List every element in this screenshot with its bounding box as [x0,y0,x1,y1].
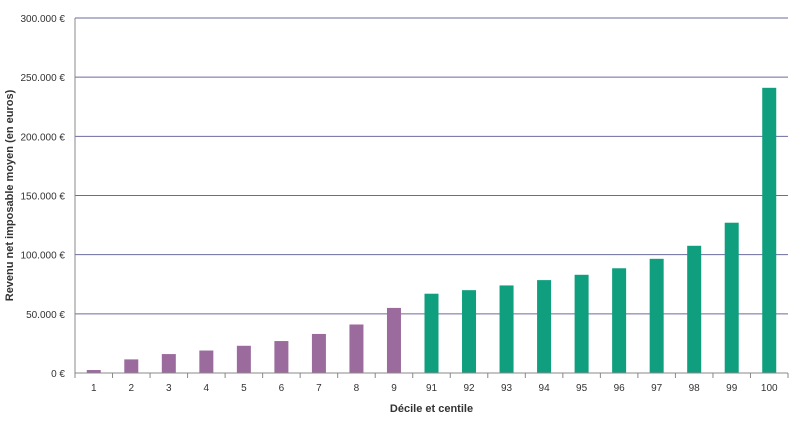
y-tick-label: 300.000 € [21,14,66,25]
x-tick-label: 96 [614,383,626,394]
x-tick-label: 7 [316,383,322,394]
x-tick-label: 99 [726,383,738,394]
bar-100 [762,87,777,374]
bar-6 [274,341,289,373]
y-tick-label: 150.000 € [21,192,66,203]
x-tick-label: 3 [166,383,172,394]
x-axis-ticks: 1 2 3 4 5 6 7 8 9 91 92 93 94 95 96 97 98 99 100 [74,373,789,394]
bar-98 [687,245,702,373]
bars [86,87,777,374]
x-tick-label: 1 [91,383,97,394]
y-tick-label: 250.000 € [21,73,66,84]
bar-94 [537,280,552,373]
x-tick-label: 94 [539,383,551,394]
x-tick-label: 95 [576,383,588,394]
bar-9 [386,307,401,373]
x-tick-label: 98 [689,383,701,394]
bar-5 [236,345,251,373]
bar-3 [161,354,176,373]
x-tick-label: 8 [354,383,360,394]
gridlines [75,17,788,315]
bar-91 [424,293,439,373]
x-tick-label: 97 [651,383,663,394]
bar-8 [349,324,364,373]
y-axis-ticks: 0 € 50.000 € 100.000 € 150.000 € 200.000 € 25… [21,14,66,380]
y-axis-title: Revenu net imposable moyen (en euros) [4,89,16,301]
y-tick-label: 0 € [51,369,65,380]
y-tick-label: 200.000 € [21,132,66,143]
x-tick-label: 91 [426,383,438,394]
x-tick-label: 2 [129,383,135,394]
x-tick-label: 92 [463,383,475,394]
bar-95 [574,274,589,373]
y-tick-label: 100.000 € [21,251,66,262]
x-tick-label: 4 [204,383,210,394]
bar-97 [649,258,664,373]
bar-99 [724,222,739,373]
x-tick-label: 9 [391,383,397,394]
x-tick-label: 5 [241,383,247,394]
x-tick-label: 6 [279,383,285,394]
bar-2 [124,359,139,373]
bar-93 [499,285,514,373]
bar-1 [86,370,101,373]
bar-4 [199,350,214,373]
bar-7 [311,333,326,373]
bar-92 [462,290,477,373]
y-tick-label: 50.000 € [26,310,65,321]
x-axis-title: Décile et centile [390,403,473,415]
bar-96 [612,268,627,373]
x-tick-label: 93 [501,383,513,394]
x-tick-label: 100 [761,383,778,394]
